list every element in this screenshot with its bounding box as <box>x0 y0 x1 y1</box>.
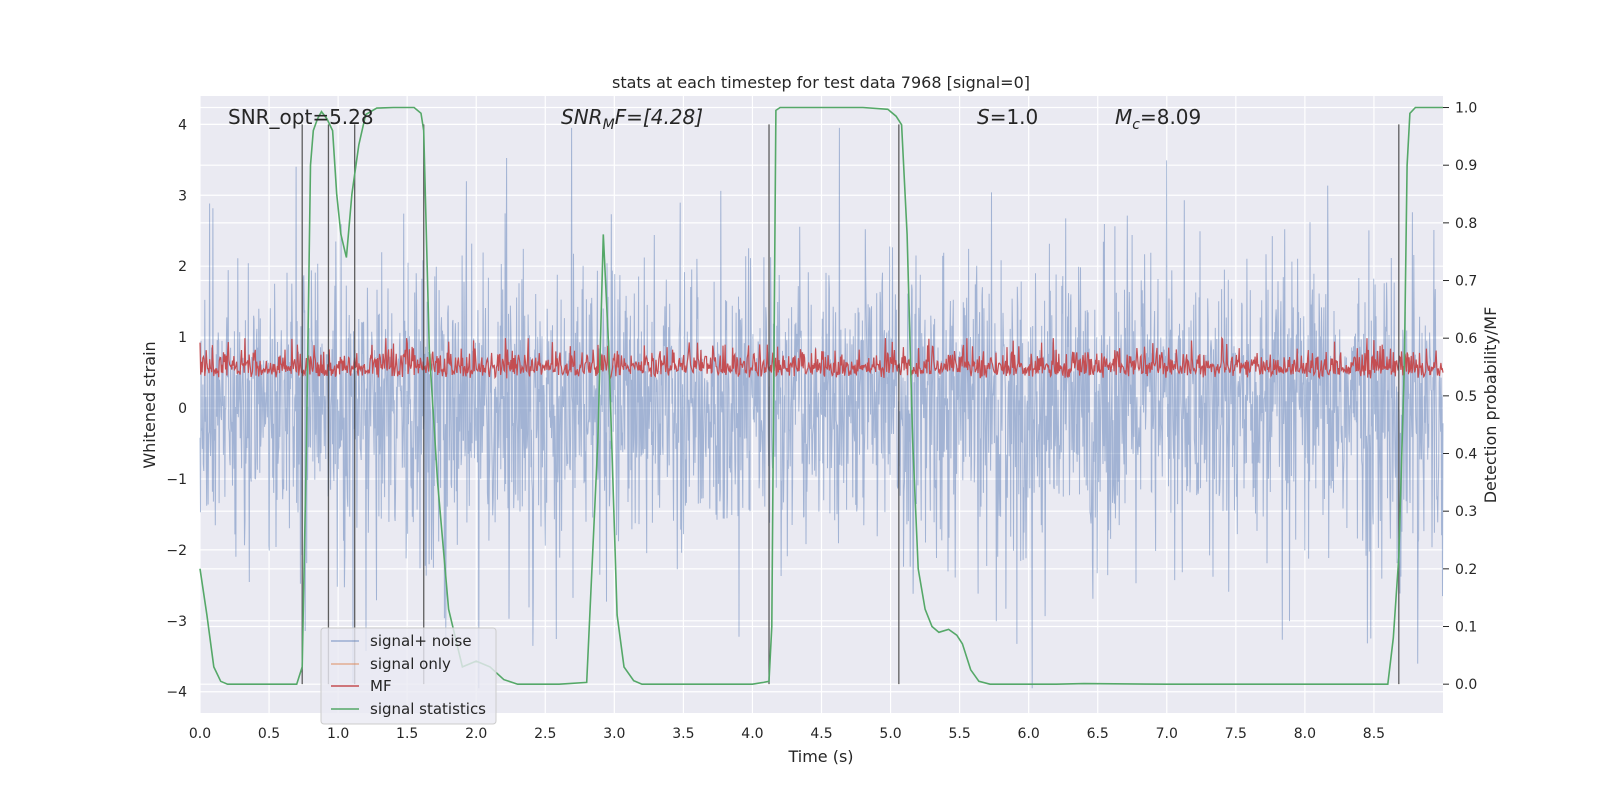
y2-tick-label: 0.8 <box>1455 216 1477 232</box>
annotation-snr-mf: SNRMF=[4.28] <box>561 105 703 133</box>
x-tick-label: 7.5 <box>1225 726 1247 742</box>
annotation-snr-opt: SNR_opt=5.28 <box>228 105 374 129</box>
legend-box <box>320 627 497 725</box>
y2-tick-label: 0.1 <box>1455 620 1477 636</box>
legend-label-signal-statistics: signal statistics <box>370 700 486 718</box>
signal-noise-series <box>199 127 1444 689</box>
y-ticks: 4 3 2 1 0 −1 −2 −3 −4 <box>166 117 187 700</box>
x-tick-label: 2.5 <box>534 726 556 742</box>
y2-tick-label: 1.0 <box>1455 101 1477 117</box>
x-tick-label: 2.0 <box>465 726 487 742</box>
y2-tick-label: 0.7 <box>1455 274 1477 290</box>
x-tick-label: 7.0 <box>1156 726 1178 742</box>
legend-label-mf: MF <box>370 677 392 695</box>
signal-statistics-line <box>199 106 1443 685</box>
annotation-s: S=1.0 <box>977 105 1038 129</box>
x-tick-label: 5.0 <box>879 726 901 742</box>
y-tick-label: 3 <box>178 188 187 204</box>
legend: signal+ noise signal only MF signal stat… <box>320 627 497 725</box>
y2-tick-label: 0.2 <box>1455 562 1477 578</box>
y2-tick-label: 0.5 <box>1455 389 1477 405</box>
x-tick-label: 8.5 <box>1363 726 1385 742</box>
y2-tick-label: 0.9 <box>1455 158 1477 174</box>
vertical-lines <box>301 124 1400 685</box>
y-axis-label: Whitened strain <box>140 341 159 468</box>
grid <box>199 96 1443 713</box>
x-ticks: 0.0 0.5 1.0 1.5 2.0 2.5 3.0 3.5 4.0 4.5 5.0 5.5 6.0 6… <box>189 726 1385 742</box>
mf-line <box>199 336 1444 380</box>
legend-label-signal-noise: signal+ noise <box>370 632 472 650</box>
y2-tick-label: 0.4 <box>1455 447 1477 463</box>
x-tick-label: 4.5 <box>810 726 832 742</box>
y-tick-label: 1 <box>178 330 187 346</box>
y-tick-label: −2 <box>166 543 187 559</box>
x-tick-label: 3.0 <box>603 726 625 742</box>
y-tick-label: 4 <box>178 117 187 133</box>
x-tick-label: 6.5 <box>1087 726 1109 742</box>
x-axis-label: Time (s) <box>787 747 853 766</box>
y-tick-label: 2 <box>178 259 187 275</box>
x-tick-label: 0.0 <box>189 726 211 742</box>
y-tick-label: −3 <box>166 614 187 630</box>
y-tick-label: −4 <box>166 685 187 701</box>
chart-title: stats at each timestep for test data 796… <box>612 73 1030 92</box>
y2-tick-label: 0.3 <box>1455 504 1477 520</box>
x-tick-label: 1.0 <box>327 726 349 742</box>
y2-axis-label: Detection probability/MF <box>1481 307 1500 504</box>
annotation-mc: Mc=8.09 <box>1115 105 1201 133</box>
mf-series <box>199 336 1444 380</box>
x-tick-label: 3.5 <box>672 726 694 742</box>
signal-statistics-series <box>199 106 1443 685</box>
x-tick-label: 6.0 <box>1018 726 1040 742</box>
y2-tick-label: 0.6 <box>1455 331 1477 347</box>
x-tick-label: 8.0 <box>1294 726 1316 742</box>
y2-ticks: 1.0 0.9 0.8 0.7 0.6 0.5 0.4 0.3 0.2 0.1 0.0 <box>1443 101 1477 693</box>
y2-tick-label: 0.0 <box>1455 677 1477 693</box>
x-tick-label: 1.5 <box>396 726 418 742</box>
signal-noise-line <box>199 127 1444 689</box>
y-tick-label: −1 <box>166 472 187 488</box>
x-tick-label: 0.5 <box>258 726 280 742</box>
x-tick-label: 4.0 <box>741 726 763 742</box>
y-tick-label: 0 <box>178 401 187 417</box>
legend-label-signal-only: signal only <box>370 655 451 673</box>
x-tick-label: 5.5 <box>948 726 970 742</box>
